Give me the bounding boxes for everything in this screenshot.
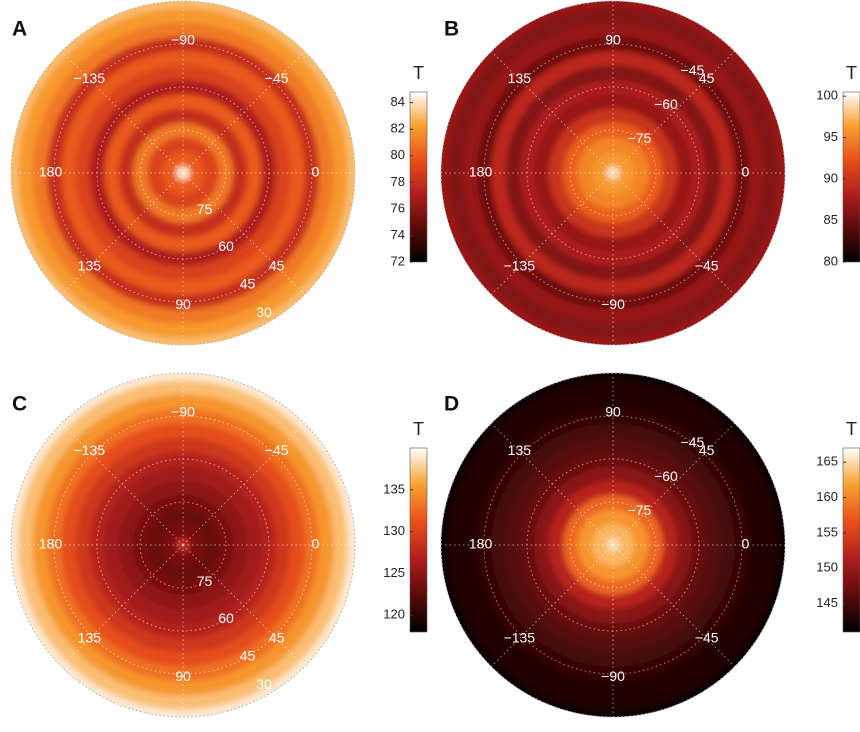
colorbar-tick-label: 74: [391, 227, 405, 242]
latitude-label: 60: [218, 238, 234, 254]
colorbar-tick-label: 84: [391, 94, 405, 109]
colorbar-tick-label: 80: [824, 253, 838, 268]
colorbar: [410, 448, 427, 632]
longitude-label: −135: [74, 442, 106, 458]
longitude-label: 45: [699, 442, 715, 458]
colorbar-tick-label: 155: [816, 524, 838, 539]
polar-map: 75604530−90−4504590135180−135CT120125130…: [5, 367, 427, 723]
figure: 75604530−90−4504590135180−135AT727476788…: [0, 0, 860, 727]
longitude-label: 90: [605, 31, 621, 47]
colorbar-tick-label: 160: [816, 489, 838, 504]
colorbar-tick-label: 78: [391, 174, 405, 189]
longitude-label: 135: [78, 629, 102, 645]
longitude-label: 90: [175, 296, 191, 312]
longitude-label: 135: [508, 442, 532, 458]
colorbar: [843, 448, 860, 632]
longitude-label: 180: [469, 164, 493, 180]
panel-letter: A: [12, 18, 27, 41]
latitude-label: 60: [218, 610, 234, 626]
longitude-label: −90: [171, 31, 195, 47]
colorbar-tick-label: 120: [383, 607, 405, 622]
latitude-label: 30: [256, 676, 272, 692]
panel-letter: B: [444, 18, 459, 41]
colorbar-tick-label: 100: [816, 88, 838, 103]
latitude-label: 45: [240, 647, 256, 663]
colorbar-tick-label: 82: [391, 121, 405, 136]
polar-map: −75−60−4590450−45−90−135180135DT14515015…: [435, 367, 860, 723]
colorbar: [410, 92, 427, 262]
longitude-label: −45: [695, 629, 719, 645]
latitude-label: 45: [240, 275, 256, 291]
longitude-label: 0: [312, 164, 320, 180]
longitude-label: 0: [312, 536, 320, 552]
panel-letter: D: [444, 393, 459, 416]
longitude-label: −90: [601, 296, 625, 312]
colorbar-tick-label: 150: [816, 560, 838, 575]
longitude-label: 135: [78, 257, 102, 273]
longitude-label: 90: [175, 668, 191, 684]
longitude-label: 45: [269, 257, 285, 273]
colorbar-tick-label: 130: [383, 523, 405, 538]
colorbar-tick-label: 85: [824, 212, 838, 227]
colorbar-tick-label: 165: [816, 454, 838, 469]
longitude-label: 45: [699, 70, 715, 86]
colorbar-tick-label: 80: [391, 147, 405, 162]
colorbar-title: T: [413, 419, 424, 439]
longitude-label: 180: [39, 536, 63, 552]
longitude-label: 45: [269, 629, 285, 645]
panel-letter: C: [12, 393, 27, 416]
longitude-label: 135: [508, 70, 532, 86]
latitude-label: 30: [256, 304, 272, 320]
colorbar-tick-label: 76: [391, 200, 405, 215]
latitude-label: −60: [654, 96, 678, 112]
longitude-label: −135: [504, 629, 536, 645]
longitude-label: 0: [742, 536, 750, 552]
colorbar-tick-label: 135: [383, 481, 405, 496]
longitude-label: 180: [469, 536, 493, 552]
longitude-label: −135: [74, 70, 106, 86]
longitude-label: −90: [601, 668, 625, 684]
longitude-label: −45: [265, 70, 289, 86]
longitude-label: −45: [695, 257, 719, 273]
longitude-label: 90: [605, 403, 621, 419]
colorbar-title: T: [846, 63, 857, 83]
longitude-label: −135: [504, 257, 536, 273]
polar-map: −75−60−4590450−45−90−135180135BT80859095…: [435, 0, 860, 351]
latitude-label: −60: [654, 468, 678, 484]
latitude-label: 75: [197, 201, 213, 217]
polar-map: 75604530−90−4504590135180−135AT727476788…: [5, 0, 427, 351]
colorbar-tick-label: 145: [816, 595, 838, 610]
colorbar-tick-label: 95: [824, 129, 838, 144]
colorbar-title: T: [846, 419, 857, 439]
colorbar: [843, 92, 860, 262]
longitude-label: −90: [171, 403, 195, 419]
colorbar-tick-label: 72: [391, 253, 405, 268]
longitude-label: −45: [265, 442, 289, 458]
colorbar-title: T: [413, 63, 424, 83]
latitude-label: 75: [197, 573, 213, 589]
longitude-label: 180: [39, 164, 63, 180]
colorbar-tick-label: 90: [824, 171, 838, 186]
colorbar-tick-label: 125: [383, 565, 405, 580]
longitude-label: 0: [742, 164, 750, 180]
